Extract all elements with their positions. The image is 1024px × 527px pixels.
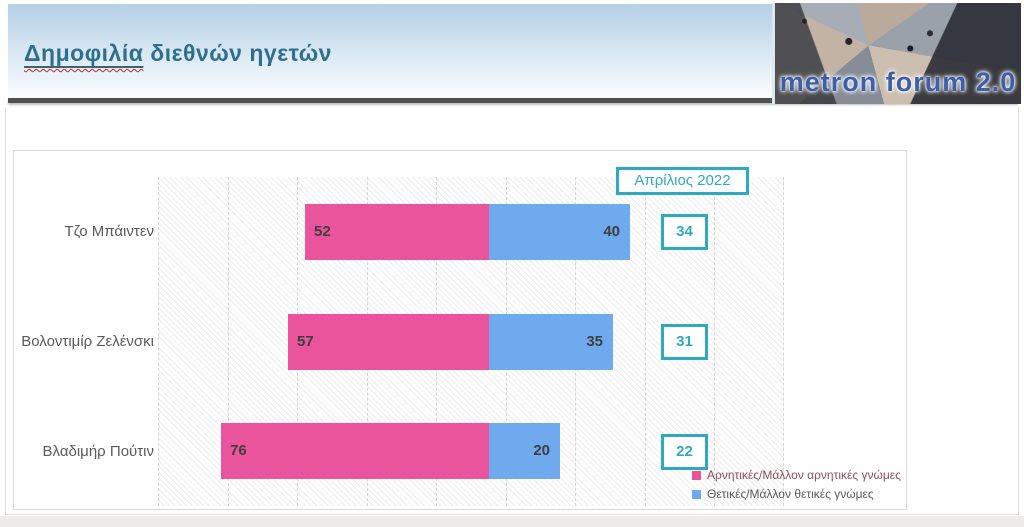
bar-value-label: 52 (314, 223, 331, 240)
bar-positive-putin: 20 (489, 423, 560, 479)
page-title: Δημοφιλία διεθνών ηγετών (24, 40, 332, 67)
bar-negative-zelensky: 57 (288, 314, 489, 370)
bar-value-label: 35 (586, 333, 603, 350)
chart-frame: Τζο Μπάιντεν Βολοντιμίρ Ζελένσκι Βλαδιμή… (13, 150, 907, 510)
bar-value-label: 20 (533, 442, 550, 459)
title-underlined-word: Δημοφιλία (24, 40, 143, 66)
positive-series-swatch-icon (692, 489, 701, 499)
header-divider (8, 98, 1018, 103)
legend-item-negative: Αρνητικές/Μάλλον αρνητικές γνώμες (692, 468, 901, 482)
gridline (645, 177, 646, 506)
legend-item-positive: Θετικές/Μάλλον θετικές γνώμες (692, 487, 901, 501)
title-rest: διεθνών ηγετών (143, 40, 332, 66)
gridline (228, 177, 229, 506)
period-label-box: Απρίλιος 2022 (616, 167, 749, 195)
gridline (714, 177, 715, 506)
boxed-value-putin: 22 (661, 434, 708, 470)
bar-value-label: 57 (297, 333, 314, 350)
logo-text: metron forum 2.0 (779, 67, 1017, 97)
bar-positive-zelensky: 35 (489, 314, 613, 370)
legend-label-positive: Θετικές/Μάλλον θετικές γνώμες (707, 487, 874, 501)
bar-positive-biden: 40 (489, 204, 630, 260)
boxed-value-biden: 34 (661, 214, 708, 250)
boxed-value-zelensky: 31 (661, 324, 708, 360)
category-label-zelensky: Βολοντιμίρ Ζελένσκι (21, 333, 154, 350)
negative-series-swatch-icon (692, 470, 701, 480)
metron-forum-logo: metron forum 2.0 (772, 3, 1021, 104)
spellcheck-squiggle: Δημοφιλία (24, 40, 144, 66)
bottom-strip (0, 516, 1024, 527)
category-label-biden: Τζο Μπάιντεν (64, 223, 154, 240)
bar-value-label: 76 (230, 442, 247, 459)
gridline (783, 177, 784, 506)
bar-value-label: 40 (603, 223, 620, 240)
bar-negative-biden: 52 (305, 204, 489, 260)
legend: Αρνητικές/Μάλλον αρνητικές γνώμες Θετικέ… (692, 468, 901, 506)
gridline (158, 177, 159, 506)
category-label-putin: Βλαδιμήρ Πούτιν (42, 443, 154, 460)
bar-negative-putin: 76 (221, 423, 489, 479)
legend-label-negative: Αρνητικές/Μάλλον αρνητικές γνώμες (707, 468, 901, 482)
